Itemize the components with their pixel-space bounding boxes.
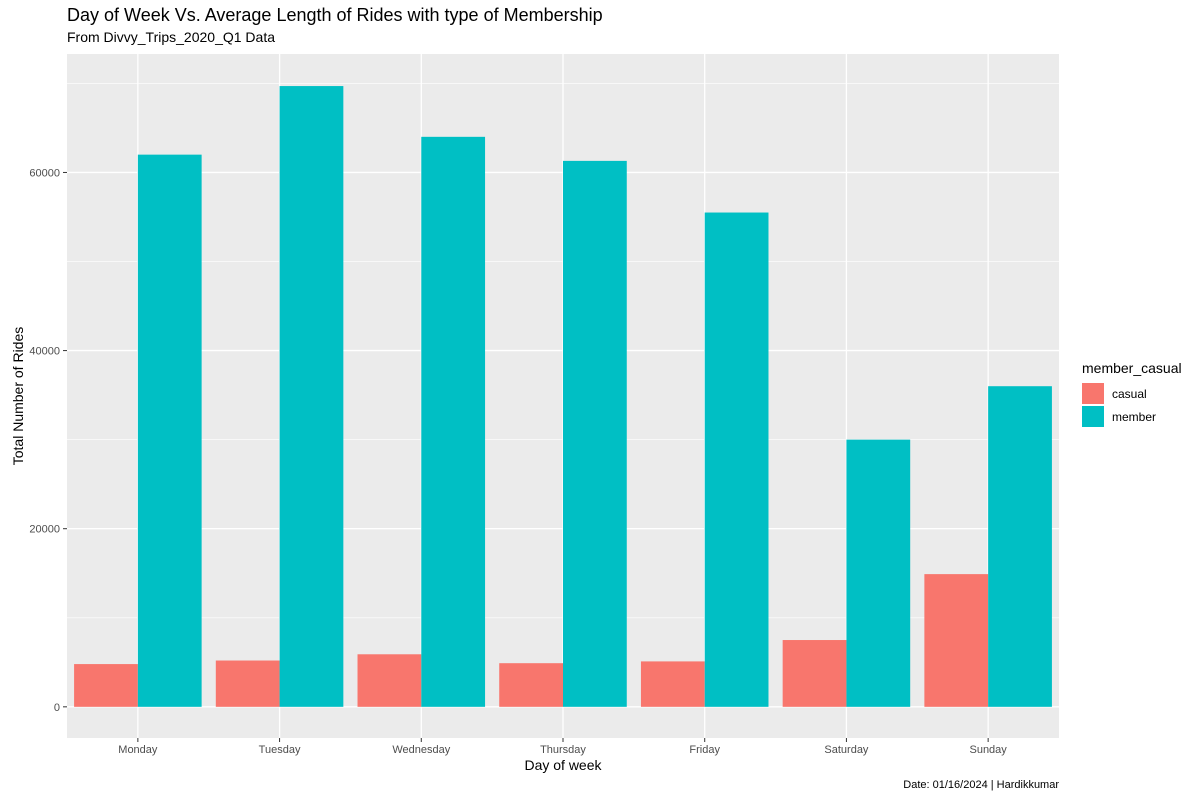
- bar-casual-saturday: [782, 640, 847, 707]
- x-axis-label: Day of week: [524, 757, 602, 773]
- legend-label-casual: casual: [1112, 386, 1147, 401]
- x-tick-label-monday: Monday: [118, 744, 158, 756]
- x-tick-label-tuesday: Tuesday: [259, 744, 301, 756]
- bar-casual-friday: [640, 661, 705, 707]
- x-tick-label-sunday: Sunday: [969, 744, 1007, 756]
- bar-member-saturday: [846, 439, 911, 707]
- bar-member-monday: [137, 154, 202, 707]
- y-tick-label: 60000: [29, 167, 60, 179]
- bar-member-thursday: [563, 160, 627, 707]
- bar-member-friday: [704, 212, 769, 707]
- y-tick-label: 0: [54, 702, 60, 714]
- y-tick-label: 20000: [29, 524, 60, 536]
- bar-casual-monday: [74, 664, 138, 707]
- bar-member-sunday: [988, 386, 1052, 707]
- legend-item-member: member: [1082, 405, 1182, 428]
- bar-casual-thursday: [499, 663, 563, 707]
- x-tick-label-thursday: Thursday: [540, 744, 586, 756]
- y-axis-label: Total Number of Rides: [10, 327, 26, 466]
- x-tick-label-wednesday: Wednesday: [392, 744, 450, 756]
- legend-key-casual: [1082, 383, 1104, 404]
- bar-casual-sunday: [924, 574, 989, 707]
- x-tick-label-saturday: Saturday: [824, 744, 869, 756]
- chart-subtitle: From Divvy_Trips_2020_Q1 Data: [67, 29, 276, 45]
- chart-caption: Date: 01/16/2024 | Hardikkumar: [903, 779, 1059, 791]
- bar-casual-tuesday: [215, 660, 280, 707]
- legend-key-member: [1082, 406, 1104, 427]
- legend-title: member_casual: [1082, 360, 1182, 376]
- x-tick-label-friday: Friday: [689, 744, 720, 756]
- x-axis: Monday Tuesday Wednesday Thursday Friday Satu…: [118, 738, 1007, 756]
- legend: member_casual casual member: [1082, 360, 1182, 428]
- bar-member-tuesday: [279, 86, 344, 707]
- y-axis: 0 20000 40000 60000: [29, 167, 67, 714]
- legend-label-member: member: [1112, 409, 1157, 424]
- bars: [74, 86, 1052, 707]
- chart-title: Day of Week Vs. Average Length of Rides …: [67, 5, 603, 25]
- bar-casual-wednesday: [357, 654, 422, 707]
- y-tick-label: 40000: [29, 346, 60, 358]
- legend-item-casual: casual: [1082, 382, 1182, 405]
- bar-member-wednesday: [421, 136, 486, 707]
